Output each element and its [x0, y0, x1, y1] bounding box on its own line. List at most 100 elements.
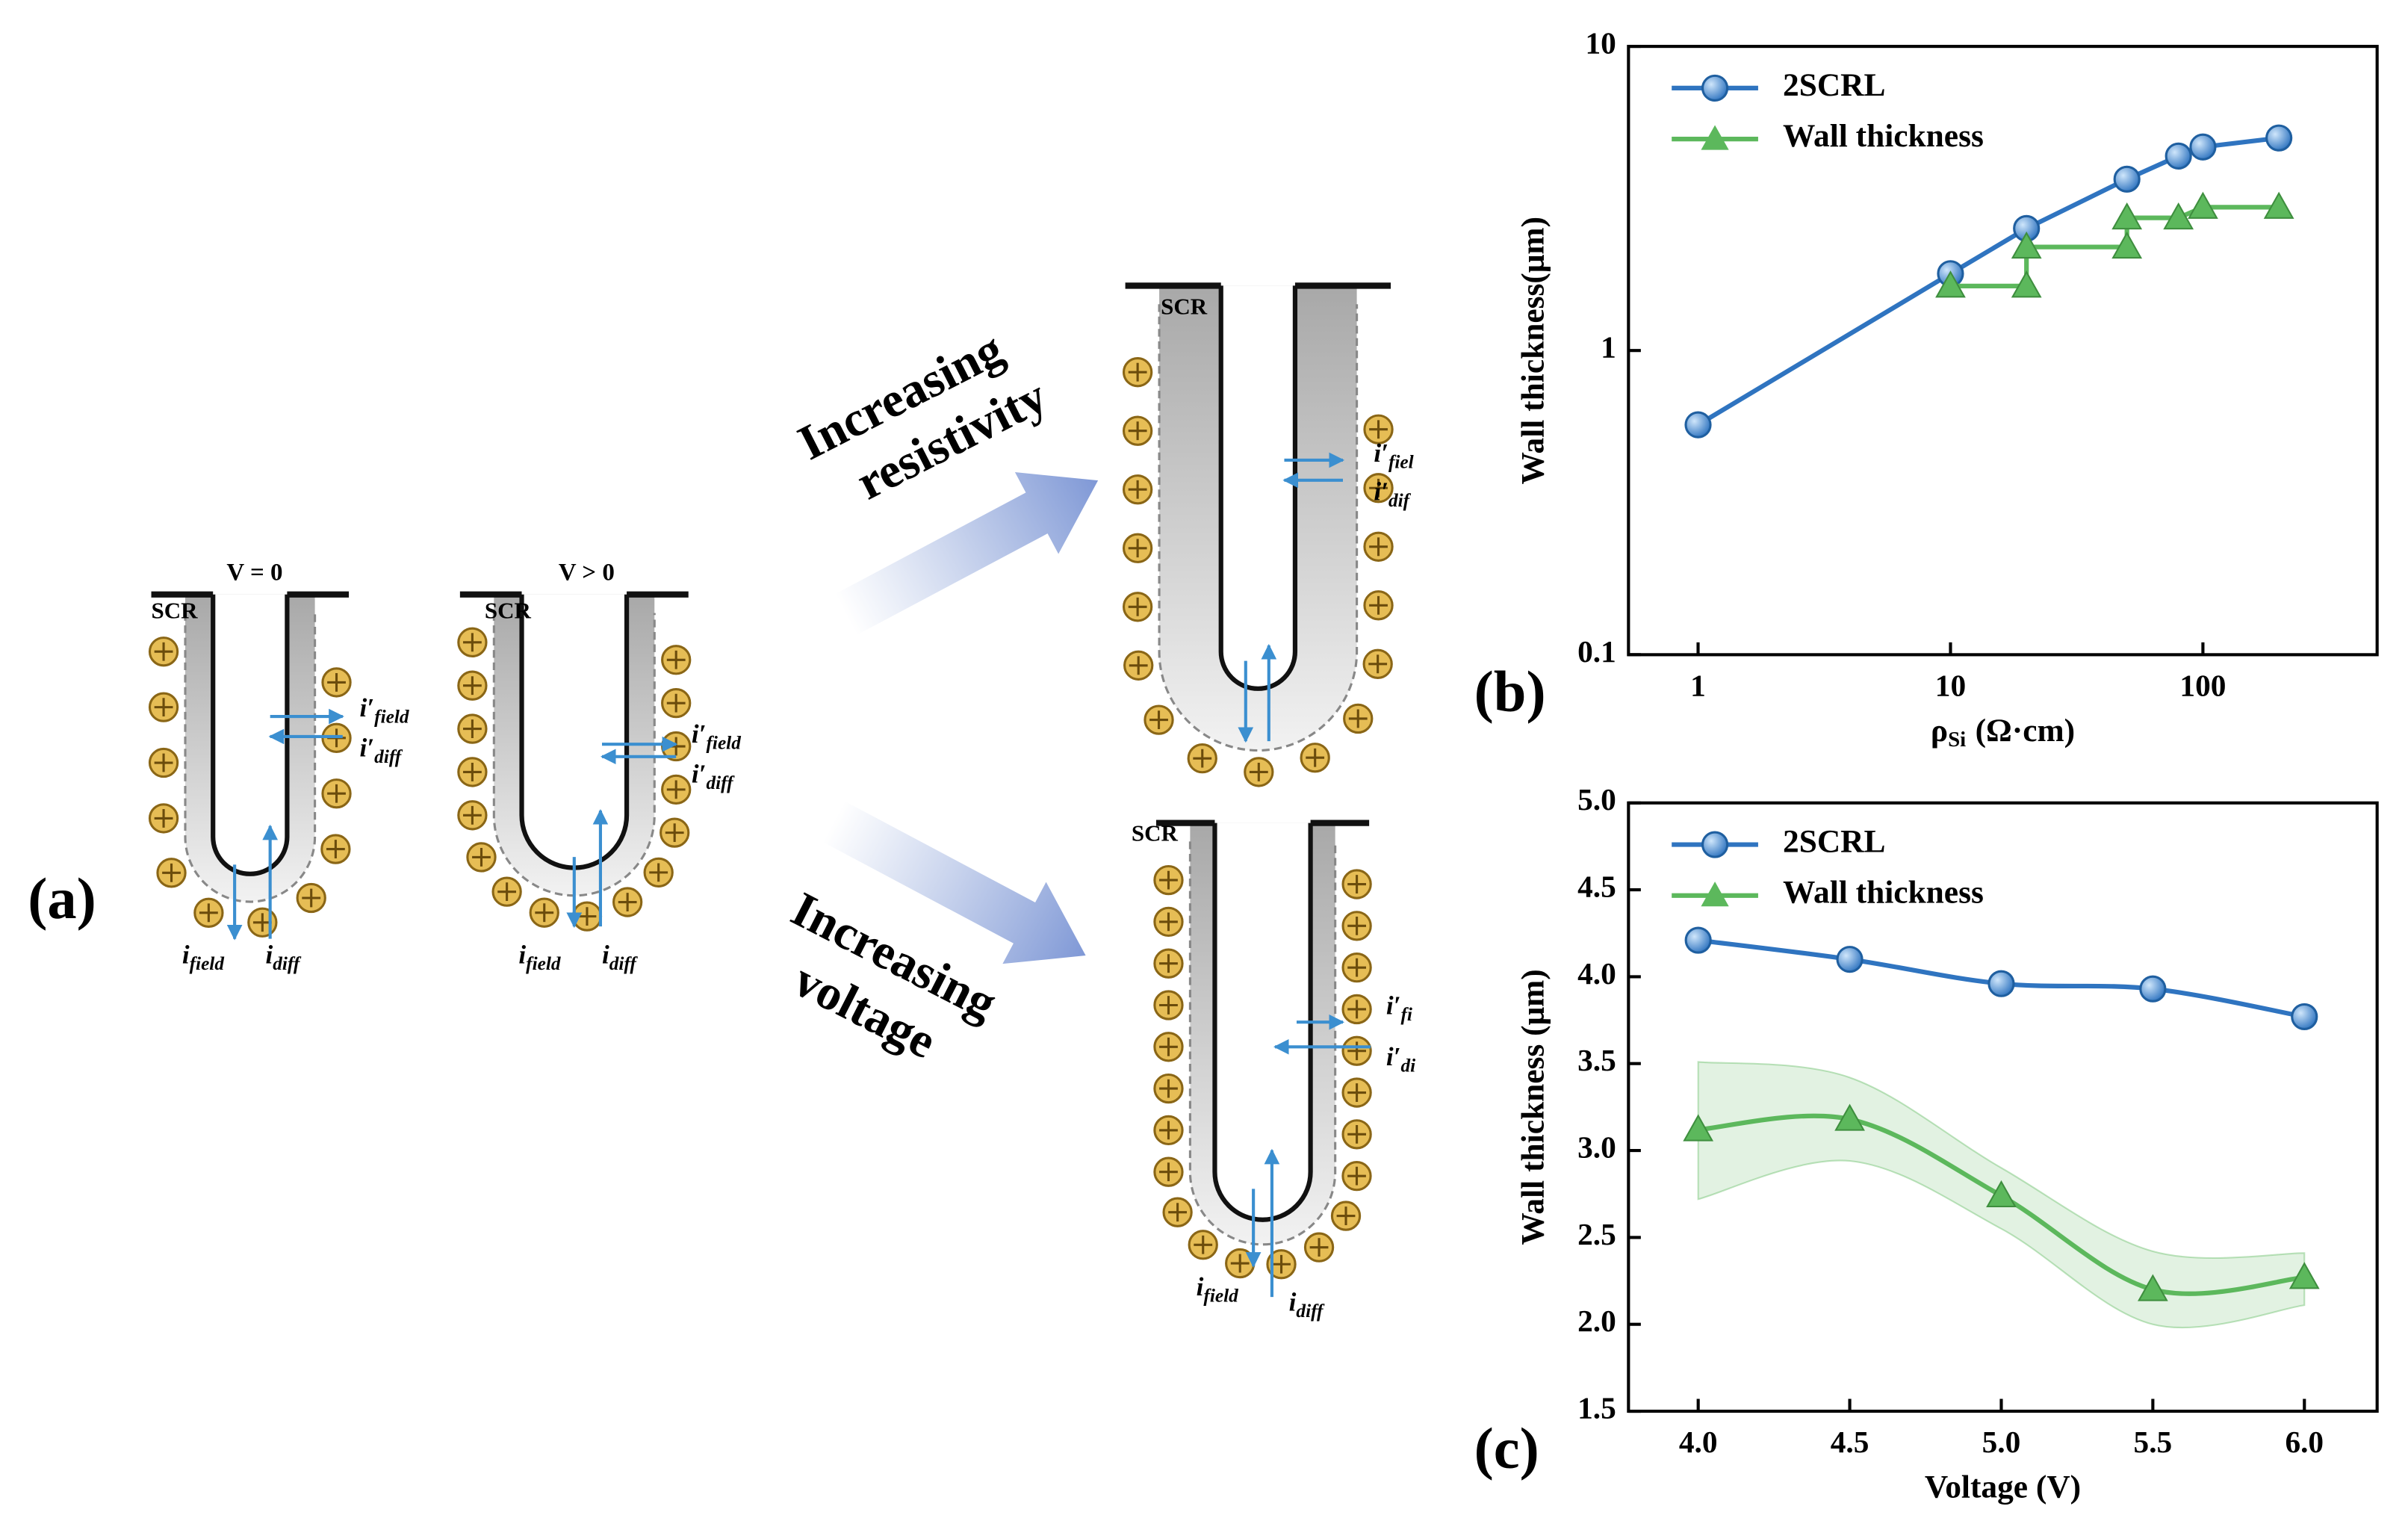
- legend-marker: [1701, 831, 1729, 858]
- arrow-shape: [822, 801, 1086, 964]
- y-tick-label: 0.1: [1577, 634, 1616, 669]
- trend-arrow: [834, 472, 1099, 636]
- symbol: i: [518, 940, 526, 969]
- plus-sign: [1159, 954, 1178, 973]
- current-label: ifield: [182, 940, 224, 973]
- subscript: diff: [609, 953, 639, 974]
- current-label: i′diff: [692, 760, 735, 793]
- current-label: idiff: [265, 940, 301, 973]
- marker: [1836, 946, 1864, 973]
- x-tick-label: 1: [1690, 668, 1706, 702]
- symbol: i: [1197, 1272, 1204, 1301]
- marker: [2011, 270, 2042, 298]
- marker: [2165, 142, 2192, 170]
- series-line: [1696, 135, 2280, 427]
- symbol: i: [1289, 1287, 1297, 1316]
- marker: [2138, 1274, 2168, 1301]
- plus-sign: [327, 784, 346, 803]
- marker: [2291, 1003, 2318, 1031]
- plus-sign: [302, 888, 321, 908]
- subscript: field: [526, 953, 561, 974]
- subscript: diff: [707, 772, 736, 793]
- plus-sign: [1168, 1203, 1188, 1222]
- condition-label: V > 0: [559, 559, 615, 586]
- plus-sign: [1159, 1037, 1178, 1056]
- legend-label: 2SCRL: [1783, 67, 1885, 103]
- plus-sign: [1369, 595, 1388, 615]
- plus-sign: [666, 693, 686, 713]
- subscript: field: [374, 706, 409, 727]
- trench-wall: [1218, 285, 1298, 691]
- scr-label: SCR: [485, 598, 532, 624]
- plus-sign: [463, 763, 482, 781]
- y-tick-label: 5.0: [1577, 782, 1616, 817]
- plus-sign: [1368, 654, 1388, 674]
- scr-label: SCR: [1132, 820, 1179, 846]
- marker: [2139, 975, 2167, 1003]
- legend-marker: [1701, 74, 1729, 102]
- subscript: field: [1203, 1285, 1238, 1306]
- plus-sign: [1159, 1162, 1178, 1182]
- plus-sign: [162, 863, 181, 882]
- x-tick-label: 10: [1935, 668, 1966, 702]
- plus-sign: [199, 903, 218, 923]
- plus-sign: [1347, 1083, 1367, 1102]
- x-tick-label: 6.0: [2285, 1425, 2324, 1459]
- marker: [2288, 1262, 2320, 1289]
- marker: [1987, 970, 2015, 997]
- symbol: i′: [1374, 439, 1388, 468]
- plus-sign: [1336, 1206, 1356, 1225]
- marker: [2263, 191, 2294, 219]
- subscript: diff: [1296, 1301, 1325, 1322]
- plus-sign: [1194, 1235, 1213, 1254]
- plus-sign: [1128, 480, 1147, 499]
- plus-sign: [666, 650, 686, 669]
- symbol: i′: [360, 734, 375, 763]
- x-axis-label: ρSi (Ω·cm): [1931, 713, 2075, 752]
- plus-sign: [665, 823, 684, 843]
- plus-sign: [1128, 362, 1147, 382]
- trench: [1220, 285, 1295, 689]
- current-label: i′fi: [1386, 991, 1412, 1025]
- current-label: idiff: [602, 940, 638, 973]
- subscript: fiel: [1388, 451, 1414, 472]
- plus-sign: [497, 882, 517, 902]
- marker: [2111, 231, 2143, 259]
- scr-boundary: [1188, 841, 1337, 1246]
- marker: [2011, 231, 2042, 259]
- plus-sign: [1149, 710, 1168, 729]
- y-axis-label: Wall thickness(μm): [1515, 217, 1551, 484]
- plus-sign: [618, 893, 637, 911]
- plus-sign: [1249, 763, 1268, 781]
- symbol: i′: [360, 693, 375, 722]
- legend-label: Wall thickness: [1783, 875, 1984, 911]
- marker: [1683, 1114, 1714, 1142]
- plus-sign: [1347, 916, 1367, 935]
- y-tick-label: 10: [1585, 26, 1616, 61]
- marker: [2163, 202, 2194, 230]
- plus-sign: [1129, 656, 1148, 675]
- scr-boundary: [1158, 304, 1359, 752]
- current-label: i′field: [692, 719, 741, 753]
- symbol: i′: [1386, 991, 1401, 1020]
- current-label: i′fiel: [1374, 439, 1413, 472]
- plot-frame: [1627, 45, 2379, 657]
- plus-sign: [1369, 420, 1388, 439]
- plus-sign: [327, 673, 346, 692]
- current-label: i′dif: [1374, 477, 1411, 510]
- symbol: i′: [692, 760, 707, 789]
- plus-sign: [1128, 597, 1147, 616]
- symbol: i′: [692, 719, 707, 749]
- plus-sign: [1272, 1254, 1291, 1274]
- y-axis-label: Wall thickness (μm): [1515, 969, 1551, 1245]
- plus-sign: [649, 863, 668, 882]
- plus-sign: [1159, 912, 1178, 932]
- plus-sign: [1193, 749, 1212, 768]
- y-tick-label: 2.5: [1577, 1217, 1616, 1251]
- plus-sign: [1159, 870, 1178, 890]
- trench: [213, 594, 288, 874]
- legend-marker: [1701, 125, 1729, 150]
- symbol: i: [602, 940, 609, 969]
